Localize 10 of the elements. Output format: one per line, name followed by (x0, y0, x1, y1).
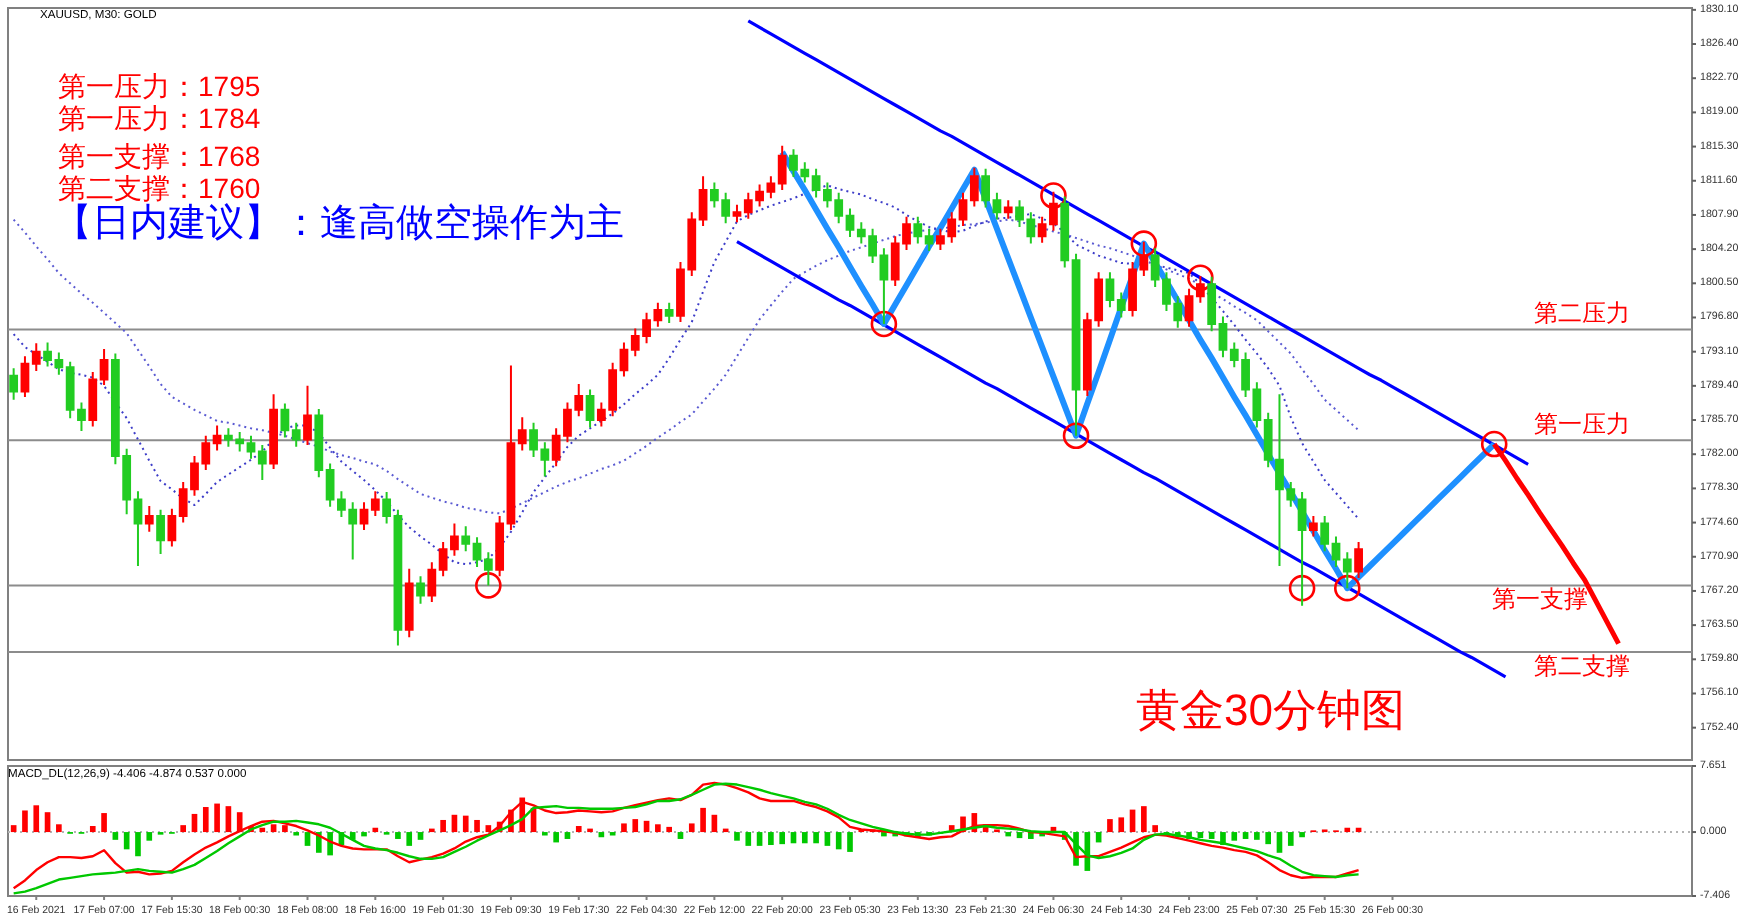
ref-line-label: 第二压力 (1534, 299, 1630, 328)
ref-line-label: 第二支撑 (1534, 651, 1630, 680)
annotation: 【日内建议】：逢高做空操作为主 (54, 201, 624, 245)
annotation: 黄金30分钟图 (1136, 685, 1405, 735)
annotation: 第一压力：1795 (58, 70, 261, 102)
ref-line-label: 第一压力 (1534, 410, 1630, 439)
ref-line-label: 第一支撑 (1492, 585, 1588, 614)
annotation: 第一压力：1784 (58, 102, 261, 134)
annotation: 第二支撑：1760 (58, 172, 261, 204)
annotation: 第一支撑：1768 (58, 140, 261, 172)
